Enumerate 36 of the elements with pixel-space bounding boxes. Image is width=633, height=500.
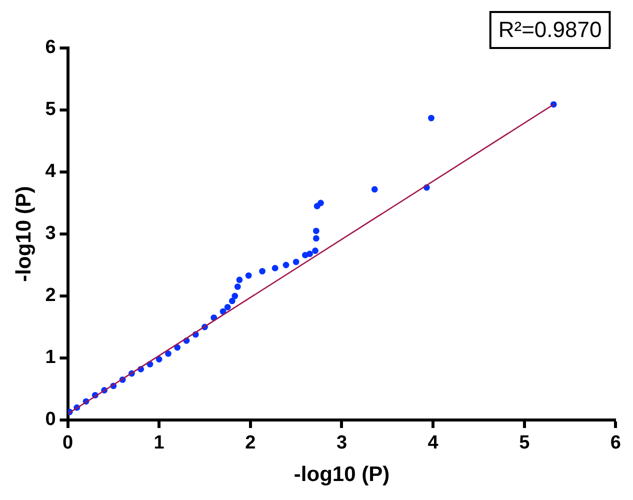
y-tick-label: 0 xyxy=(45,409,56,430)
point xyxy=(156,356,162,362)
point xyxy=(282,262,290,268)
y-tick-label: 4 xyxy=(45,161,56,182)
text: R²=0.9870 xyxy=(498,17,602,42)
y-tick-label: 6 xyxy=(45,37,56,58)
point xyxy=(318,200,324,206)
x-tick-label: 2 xyxy=(245,432,256,454)
point xyxy=(236,276,243,284)
point xyxy=(228,298,236,304)
point xyxy=(292,258,300,266)
y-tick-label: 5 xyxy=(45,99,56,120)
x-tick-label: 6 xyxy=(610,432,622,454)
y-axis-title: -log10 (P) xyxy=(12,186,36,282)
point xyxy=(306,250,313,258)
point xyxy=(234,284,241,290)
point xyxy=(245,272,252,279)
point xyxy=(371,186,378,193)
x-tick-label: 1 xyxy=(154,432,165,454)
point xyxy=(312,248,318,254)
point xyxy=(259,268,266,274)
x-tick-label: 5 xyxy=(519,432,530,454)
point xyxy=(312,228,320,234)
point xyxy=(224,304,231,310)
y-tick-label: 2 xyxy=(45,285,56,306)
point xyxy=(272,264,278,272)
x-tick-label: 4 xyxy=(428,432,439,454)
y-tick-label: 3 xyxy=(45,223,56,244)
point xyxy=(428,114,434,122)
y-tick-label: 1 xyxy=(45,347,56,368)
point xyxy=(165,350,172,357)
point xyxy=(232,292,238,300)
x-tick-label: 0 xyxy=(62,432,74,454)
point xyxy=(312,235,320,242)
x-tick-label: 3 xyxy=(336,432,348,454)
x-axis-title: -log10 (P) xyxy=(294,463,390,486)
